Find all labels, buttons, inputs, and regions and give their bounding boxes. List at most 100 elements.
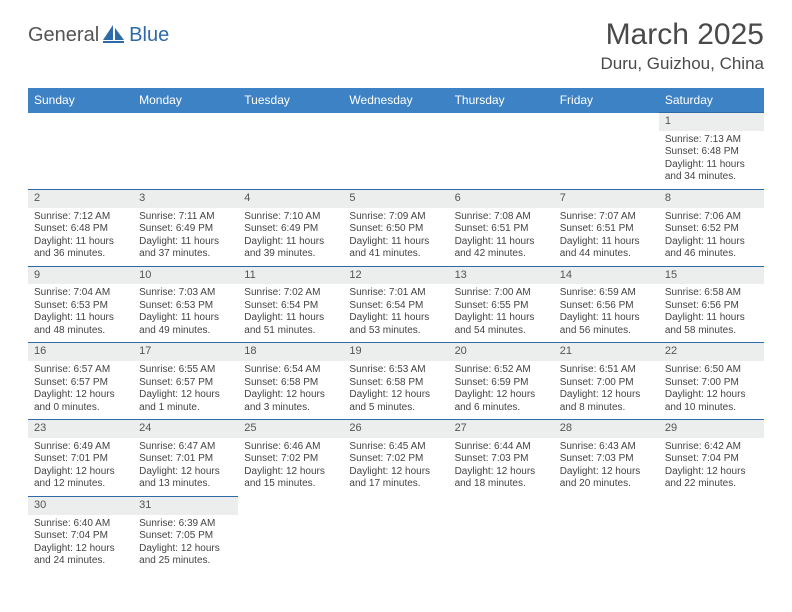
sunset-text: Sunset: 6:57 PM — [34, 377, 127, 390]
day-number: 12 — [343, 267, 448, 285]
day-number: 2 — [28, 190, 133, 208]
sunrise-text: Sunrise: 7:08 AM — [455, 211, 548, 224]
sunrise-text: Sunrise: 7:12 AM — [34, 211, 127, 224]
sunrise-text: Sunrise: 6:57 AM — [34, 364, 127, 377]
sunrise-text: Sunrise: 7:07 AM — [560, 211, 653, 224]
calendar-day-cell — [238, 113, 343, 190]
title-block: March 2025 Duru, Guizhou, China — [601, 18, 764, 74]
sunset-text: Sunset: 6:53 PM — [139, 300, 232, 313]
sunrise-text: Sunrise: 6:42 AM — [665, 441, 758, 454]
sunrise-text: Sunrise: 6:43 AM — [560, 441, 653, 454]
sunset-text: Sunset: 6:48 PM — [665, 146, 758, 159]
sunrise-text: Sunrise: 7:06 AM — [665, 211, 758, 224]
calendar-day-cell: 22Sunrise: 6:50 AMSunset: 7:00 PMDayligh… — [659, 343, 764, 420]
daylight-text: Daylight: 11 hours and 36 minutes. — [34, 236, 127, 261]
sunset-text: Sunset: 7:01 PM — [34, 453, 127, 466]
sunset-text: Sunset: 6:50 PM — [349, 223, 442, 236]
calendar-day-cell: 7Sunrise: 7:07 AMSunset: 6:51 PMDaylight… — [554, 189, 659, 266]
day-number: 3 — [133, 190, 238, 208]
sunset-text: Sunset: 7:05 PM — [139, 530, 232, 543]
daylight-text: Daylight: 11 hours and 37 minutes. — [139, 236, 232, 261]
calendar-day-cell: 23Sunrise: 6:49 AMSunset: 7:01 PMDayligh… — [28, 420, 133, 497]
calendar-day-cell: 18Sunrise: 6:54 AMSunset: 6:58 PMDayligh… — [238, 343, 343, 420]
calendar-day-cell — [28, 113, 133, 190]
daylight-text: Daylight: 11 hours and 58 minutes. — [665, 312, 758, 337]
weekday-header: Thursday — [449, 88, 554, 113]
calendar-day-cell — [449, 496, 554, 572]
calendar-day-cell: 19Sunrise: 6:53 AMSunset: 6:58 PMDayligh… — [343, 343, 448, 420]
daylight-text: Daylight: 12 hours and 6 minutes. — [455, 389, 548, 414]
weekday-header: Wednesday — [343, 88, 448, 113]
sunset-text: Sunset: 6:58 PM — [244, 377, 337, 390]
day-number: 18 — [238, 343, 343, 361]
calendar-day-cell: 3Sunrise: 7:11 AMSunset: 6:49 PMDaylight… — [133, 189, 238, 266]
calendar-day-cell — [659, 496, 764, 572]
calendar-week-row: 23Sunrise: 6:49 AMSunset: 7:01 PMDayligh… — [28, 420, 764, 497]
daylight-text: Daylight: 11 hours and 54 minutes. — [455, 312, 548, 337]
daylight-text: Daylight: 11 hours and 39 minutes. — [244, 236, 337, 261]
daylight-text: Daylight: 11 hours and 56 minutes. — [560, 312, 653, 337]
sunset-text: Sunset: 7:00 PM — [665, 377, 758, 390]
sunset-text: Sunset: 6:52 PM — [665, 223, 758, 236]
daylight-text: Daylight: 11 hours and 42 minutes. — [455, 236, 548, 261]
daylight-text: Daylight: 12 hours and 3 minutes. — [244, 389, 337, 414]
day-number: 14 — [554, 267, 659, 285]
calendar-day-cell: 2 Sunrise: 7:12 AMSunset: 6:48 PMDaylight… — [28, 189, 133, 266]
daylight-text: Daylight: 12 hours and 20 minutes. — [560, 466, 653, 491]
weekday-header: Monday — [133, 88, 238, 113]
calendar-day-cell: 13Sunrise: 7:00 AMSunset: 6:55 PMDayligh… — [449, 266, 554, 343]
calendar-week-row: 2Sunrise: 7:12 AMSunset: 6:48 PMDaylight… — [28, 189, 764, 266]
day-number: 30 — [28, 497, 133, 515]
calendar-day-cell — [238, 496, 343, 572]
sunset-text: Sunset: 6:53 PM — [34, 300, 127, 313]
sunset-text: Sunset: 7:04 PM — [665, 453, 758, 466]
calendar-day-cell: 27Sunrise: 6:44 AMSunset: 7:03 PMDayligh… — [449, 420, 554, 497]
day-number: 28 — [554, 420, 659, 438]
sunset-text: Sunset: 7:02 PM — [244, 453, 337, 466]
calendar-day-cell: 15Sunrise: 6:58 AMSunset: 6:56 PMDayligh… — [659, 266, 764, 343]
calendar-day-cell: 20Sunrise: 6:52 AMSunset: 6:59 PMDayligh… — [449, 343, 554, 420]
calendar-week-row: 30Sunrise: 6:40 AMSunset: 7:04 PMDayligh… — [28, 496, 764, 572]
daylight-text: Daylight: 12 hours and 8 minutes. — [560, 389, 653, 414]
sunrise-text: Sunrise: 6:44 AM — [455, 441, 548, 454]
calendar-week-row: 1Sunrise: 7:13 AMSunset: 6:48 PMDaylight… — [28, 113, 764, 190]
sunrise-text: Sunrise: 6:50 AM — [665, 364, 758, 377]
sunset-text: Sunset: 7:03 PM — [455, 453, 548, 466]
location-text: Duru, Guizhou, China — [601, 54, 764, 74]
sunrise-text: Sunrise: 6:53 AM — [349, 364, 442, 377]
calendar-table: Sunday Monday Tuesday Wednesday Thursday… — [28, 88, 764, 573]
calendar-day-cell — [343, 496, 448, 572]
calendar-day-cell: 1Sunrise: 7:13 AMSunset: 6:48 PMDaylight… — [659, 113, 764, 190]
sunset-text: Sunset: 6:56 PM — [665, 300, 758, 313]
sunset-text: Sunset: 6:58 PM — [349, 377, 442, 390]
sunrise-text: Sunrise: 7:00 AM — [455, 287, 548, 300]
sunset-text: Sunset: 6:48 PM — [34, 223, 127, 236]
daylight-text: Daylight: 12 hours and 15 minutes. — [244, 466, 337, 491]
sunrise-text: Sunrise: 7:01 AM — [349, 287, 442, 300]
daylight-text: Daylight: 11 hours and 49 minutes. — [139, 312, 232, 337]
sunrise-text: Sunrise: 6:59 AM — [560, 287, 653, 300]
weekday-header: Friday — [554, 88, 659, 113]
sunset-text: Sunset: 7:03 PM — [560, 453, 653, 466]
day-number: 8 — [659, 190, 764, 208]
day-number: 9 — [28, 267, 133, 285]
calendar-day-cell: 26Sunrise: 6:45 AMSunset: 7:02 PMDayligh… — [343, 420, 448, 497]
sunset-text: Sunset: 6:51 PM — [455, 223, 548, 236]
brand-logo: General Blue — [28, 18, 169, 47]
sunrise-text: Sunrise: 6:58 AM — [665, 287, 758, 300]
sunrise-text: Sunrise: 6:40 AM — [34, 518, 127, 531]
sunset-text: Sunset: 6:55 PM — [455, 300, 548, 313]
calendar-day-cell: 9Sunrise: 7:04 AMSunset: 6:53 PMDaylight… — [28, 266, 133, 343]
day-number: 21 — [554, 343, 659, 361]
daylight-text: Daylight: 11 hours and 46 minutes. — [665, 236, 758, 261]
sunrise-text: Sunrise: 6:55 AM — [139, 364, 232, 377]
daylight-text: Daylight: 11 hours and 48 minutes. — [34, 312, 127, 337]
sunset-text: Sunset: 6:51 PM — [560, 223, 653, 236]
sunrise-text: Sunrise: 6:39 AM — [139, 518, 232, 531]
day-number: 4 — [238, 190, 343, 208]
daylight-text: Daylight: 12 hours and 5 minutes. — [349, 389, 442, 414]
calendar-day-cell: 25Sunrise: 6:46 AMSunset: 7:02 PMDayligh… — [238, 420, 343, 497]
calendar-week-row: 16Sunrise: 6:57 AMSunset: 6:57 PMDayligh… — [28, 343, 764, 420]
sunset-text: Sunset: 6:56 PM — [560, 300, 653, 313]
sunrise-text: Sunrise: 7:02 AM — [244, 287, 337, 300]
